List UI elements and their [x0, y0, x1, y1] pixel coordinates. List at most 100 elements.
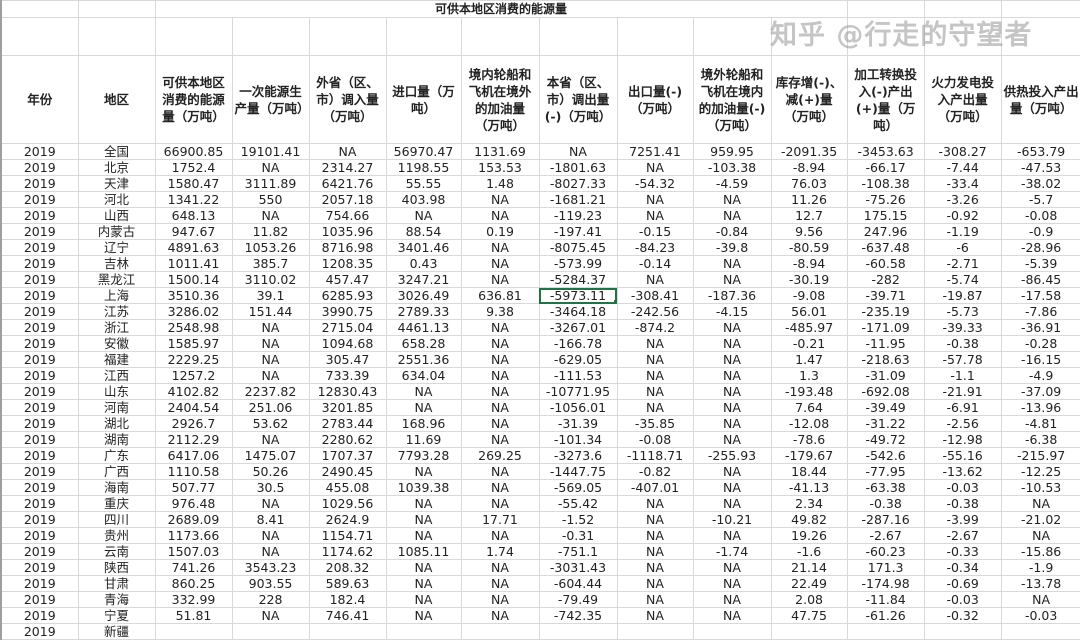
value-cell[interactable]: NA — [231, 495, 310, 512]
value-cell[interactable]: NA — [460, 431, 540, 448]
cell[interactable] — [0, 0, 79, 18]
value-cell[interactable]: 1053.26 — [231, 239, 310, 256]
year-cell[interactable]: 2019 — [0, 191, 79, 208]
year-cell[interactable]: 2019 — [0, 511, 79, 528]
value-cell[interactable]: 1094.68 — [308, 335, 387, 352]
value-cell[interactable]: -1.9 — [1000, 559, 1080, 576]
value-cell[interactable]: 3401.46 — [385, 239, 462, 256]
value-cell[interactable]: -8.94 — [770, 159, 848, 176]
value-cell[interactable]: NA — [692, 527, 772, 544]
value-cell[interactable]: NA — [616, 383, 694, 400]
value-cell[interactable]: -41.13 — [770, 479, 848, 496]
year-cell[interactable]: 2019 — [0, 175, 79, 192]
value-cell[interactable]: -629.05 — [538, 351, 618, 368]
value-cell[interactable]: 1035.96 — [308, 223, 387, 240]
value-cell[interactable]: -55.16 — [923, 447, 1002, 464]
cell[interactable] — [1000, 0, 1080, 18]
value-cell[interactable]: 754.66 — [308, 207, 387, 224]
region-cell[interactable]: 黑龙江 — [77, 271, 156, 288]
year-cell[interactable]: 2019 — [0, 575, 79, 592]
value-cell[interactable]: -55.42 — [538, 495, 618, 512]
region-cell[interactable]: 四川 — [77, 511, 156, 528]
region-cell[interactable]: 云南 — [77, 543, 156, 560]
value-cell[interactable]: -218.63 — [846, 351, 925, 368]
cell[interactable] — [308, 17, 387, 56]
value-cell[interactable]: 741.26 — [154, 559, 233, 576]
value-cell[interactable]: -0.28 — [1000, 335, 1080, 352]
value-cell[interactable]: NA — [692, 463, 772, 480]
value-cell[interactable]: 3510.36 — [154, 287, 233, 304]
value-cell[interactable]: -0.33 — [923, 543, 1002, 560]
value-cell[interactable] — [154, 623, 233, 640]
column-header[interactable]: 地区 — [77, 55, 156, 144]
value-cell[interactable]: NA — [460, 527, 540, 544]
year-cell[interactable]: 2019 — [0, 495, 79, 512]
value-cell[interactable]: -485.97 — [770, 319, 848, 336]
value-cell[interactable]: -653.79 — [1000, 143, 1080, 160]
value-cell[interactable]: NA — [385, 527, 462, 544]
value-cell[interactable]: 2112.29 — [154, 431, 233, 448]
value-cell[interactable]: -31.09 — [846, 367, 925, 384]
value-cell[interactable] — [692, 623, 772, 640]
region-cell[interactable]: 陕西 — [77, 559, 156, 576]
region-cell[interactable]: 新疆 — [77, 623, 156, 640]
value-cell[interactable]: -31.22 — [846, 415, 925, 432]
value-cell[interactable]: -66.17 — [846, 159, 925, 176]
value-cell[interactable]: -28.96 — [1000, 239, 1080, 256]
selected-cell[interactable]: -5973.11 — [538, 287, 618, 304]
value-cell[interactable]: -0.84 — [692, 223, 772, 240]
value-cell[interactable]: NA — [692, 271, 772, 288]
value-cell[interactable]: 2.34 — [770, 495, 848, 512]
value-cell[interactable]: -1.74 — [692, 543, 772, 560]
value-cell[interactable]: -12.98 — [923, 431, 1002, 448]
value-cell[interactable]: 1752.4 — [154, 159, 233, 176]
value-cell[interactable]: NA — [385, 591, 462, 608]
value-cell[interactable]: NA — [231, 607, 310, 624]
value-cell[interactable]: -193.48 — [770, 383, 848, 400]
year-cell[interactable]: 2019 — [0, 383, 79, 400]
cell[interactable] — [923, 0, 1002, 18]
value-cell[interactable]: 1580.47 — [154, 175, 233, 192]
value-cell[interactable]: -86.45 — [1000, 271, 1080, 288]
value-cell[interactable]: -7.86 — [1000, 303, 1080, 320]
value-cell[interactable]: NA — [692, 191, 772, 208]
year-cell[interactable]: 2019 — [0, 239, 79, 256]
value-cell[interactable]: NA — [692, 559, 772, 576]
value-cell[interactable]: 168.96 — [385, 415, 462, 432]
value-cell[interactable]: -12.25 — [1000, 463, 1080, 480]
value-cell[interactable]: NA — [460, 191, 540, 208]
year-cell[interactable]: 2019 — [0, 591, 79, 608]
value-cell[interactable]: -77.95 — [846, 463, 925, 480]
value-cell[interactable]: 1585.97 — [154, 335, 233, 352]
value-cell[interactable]: 2789.33 — [385, 303, 462, 320]
region-cell[interactable]: 贵州 — [77, 527, 156, 544]
value-cell[interactable]: 648.13 — [154, 207, 233, 224]
year-cell[interactable]: 2019 — [0, 431, 79, 448]
value-cell[interactable]: -36.91 — [1000, 319, 1080, 336]
value-cell[interactable]: -7.44 — [923, 159, 1002, 176]
value-cell[interactable]: 1208.35 — [308, 255, 387, 272]
value-cell[interactable]: NA — [692, 335, 772, 352]
value-cell[interactable]: 2548.98 — [154, 319, 233, 336]
value-cell[interactable]: 2783.44 — [308, 415, 387, 432]
value-cell[interactable]: -0.15 — [616, 223, 694, 240]
value-cell[interactable]: 589.63 — [308, 575, 387, 592]
value-cell[interactable]: -255.93 — [692, 447, 772, 464]
value-cell[interactable]: NA — [460, 479, 540, 496]
value-cell[interactable]: NA — [692, 415, 772, 432]
column-header[interactable]: 外省（区、市）调入量（万吨） — [308, 55, 387, 144]
value-cell[interactable]: 0.43 — [385, 255, 462, 272]
value-cell[interactable]: 50.26 — [231, 463, 310, 480]
value-cell[interactable]: NA — [692, 367, 772, 384]
value-cell[interactable]: 4461.13 — [385, 319, 462, 336]
region-cell[interactable]: 天津 — [77, 175, 156, 192]
value-cell[interactable]: -171.09 — [846, 319, 925, 336]
column-header[interactable]: 境内轮船和飞机在境外的加油量（万吨） — [460, 55, 540, 144]
value-cell[interactable] — [616, 623, 694, 640]
year-cell[interactable]: 2019 — [0, 207, 79, 224]
value-cell[interactable] — [1000, 623, 1080, 640]
merged-title-cell[interactable]: 可供本地区消费的能源量 — [154, 0, 848, 18]
value-cell[interactable]: 1011.41 — [154, 255, 233, 272]
value-cell[interactable]: 2551.36 — [385, 351, 462, 368]
value-cell[interactable]: 2490.45 — [308, 463, 387, 480]
